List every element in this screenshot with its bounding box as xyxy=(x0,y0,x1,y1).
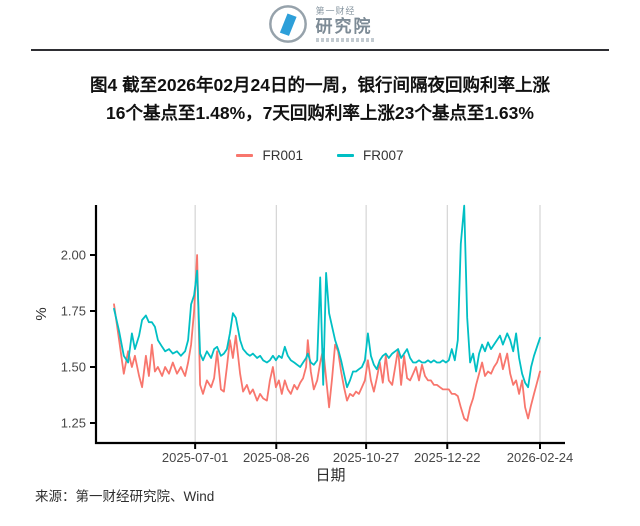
figure-caption-line1: 图4 截至2026年02月24日的一周，银行间隔夜回购利率上涨 xyxy=(90,75,550,95)
x-tick-label: 2025-07-01 xyxy=(162,450,229,465)
y-axis-title: % xyxy=(33,307,50,320)
source-note: 来源：第一财经研究院、Wind xyxy=(35,489,215,504)
x-tick-label: 2025-08-26 xyxy=(243,450,310,465)
y-tick-label: 1.25 xyxy=(61,416,86,431)
header-divider xyxy=(31,49,609,51)
rates-line-chart: 1.25 1.50 1.75 2.00 2025-07-01 2025-08-26 2025… xyxy=(33,204,574,484)
x-axis-title: 日期 xyxy=(315,467,345,484)
series-fr007 xyxy=(113,204,541,389)
logo-ring xyxy=(268,5,307,43)
logo-wordmark: 第一财经 研究院 xyxy=(315,5,374,42)
x-tick-label: 2026-02-24 xyxy=(507,450,574,465)
y-tick-label: 2.00 xyxy=(61,248,86,263)
legend-item-fr001: FR001 xyxy=(236,148,303,163)
x-tick-label: 2025-12-22 xyxy=(414,450,481,465)
brand-header: 第一财经 研究院 xyxy=(0,3,640,45)
y-tick-label: 1.50 xyxy=(61,360,86,375)
fr001-line-swatch xyxy=(236,154,254,157)
fr007-line-swatch xyxy=(337,154,354,157)
yicai-logo-icon xyxy=(268,5,307,43)
chart-area: 1.25 1.50 1.75 2.00 2025-07-01 2025-08-26 2025… xyxy=(0,180,640,515)
logo-tagline-decoration xyxy=(315,37,374,42)
figure-caption: 图4 截至2026年02月24日的一周，银行间隔夜回购利率上涨 16个基点至1.… xyxy=(0,71,640,127)
fr001-legend-label: FR001 xyxy=(262,148,303,163)
logo-text-small: 第一财经 xyxy=(315,5,356,16)
legend-item-fr007: FR007 xyxy=(337,148,404,163)
y-tick-label: 1.75 xyxy=(61,304,86,319)
logo-mark xyxy=(279,13,297,36)
logo-text-large: 研究院 xyxy=(315,16,373,36)
chart-legend: FR001 FR007 xyxy=(0,148,640,163)
axis-lines xyxy=(94,205,565,445)
fr007-legend-label: FR007 xyxy=(363,148,404,163)
x-tick-label: 2025-10-27 xyxy=(333,450,400,465)
figure-caption-line2: 16个基点至1.48%，7天回购利率上涨23个基点至1.63% xyxy=(106,103,534,123)
